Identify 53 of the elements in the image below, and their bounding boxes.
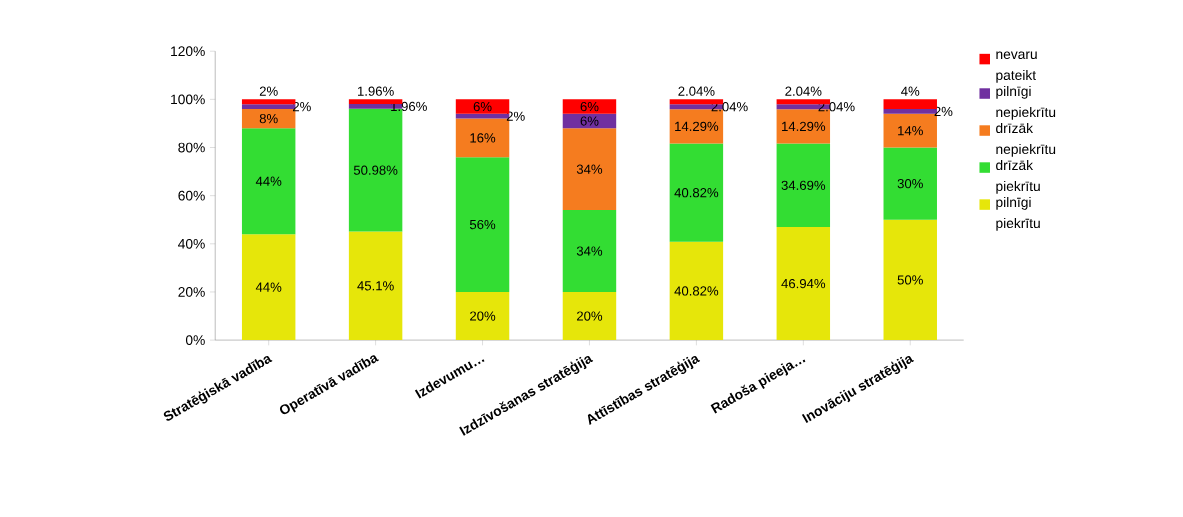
data-label: 1.96% bbox=[358, 86, 394, 96]
data-label: 45.1% bbox=[357, 280, 394, 291]
y-tick-label: 100% bbox=[171, 94, 205, 105]
bar bbox=[776, 226, 831, 340]
data-label: 34% bbox=[576, 246, 603, 256]
y-tick-label: 40% bbox=[178, 238, 205, 249]
data-label: 16% bbox=[470, 133, 496, 143]
data-label: 6% bbox=[580, 116, 599, 126]
y-tick-label: 120% bbox=[171, 46, 205, 56]
data-label: 6% bbox=[580, 101, 599, 112]
data-label: 44% bbox=[255, 176, 282, 186]
data-label: 46.94% bbox=[781, 278, 826, 289]
data-label: 34% bbox=[576, 164, 603, 174]
data-label: 6% bbox=[473, 101, 492, 112]
bar bbox=[455, 291, 510, 340]
data-label: 2% bbox=[259, 86, 278, 96]
data-label: 2.04% bbox=[785, 86, 822, 96]
data-label: 14.29% bbox=[782, 121, 826, 131]
bar bbox=[562, 291, 617, 340]
y-tick-label: 80% bbox=[178, 142, 205, 153]
data-label: 40.82% bbox=[674, 286, 719, 296]
y-tick-label: 60% bbox=[178, 190, 205, 201]
bar bbox=[883, 219, 937, 340]
bar bbox=[669, 241, 724, 340]
data-label: 14.29% bbox=[675, 121, 719, 131]
data-label: 50% bbox=[897, 275, 923, 285]
bar bbox=[562, 209, 617, 292]
data-label: 56% bbox=[469, 219, 496, 229]
data-label: 20% bbox=[576, 311, 603, 321]
data-label: 30% bbox=[897, 178, 923, 189]
legend-label: pilnīgi piekrītu bbox=[996, 196, 1040, 231]
bar bbox=[241, 99, 296, 104]
bar bbox=[883, 147, 937, 220]
data-label: 4% bbox=[901, 86, 920, 96]
data-label: 44% bbox=[255, 282, 282, 292]
y-tick-label: 0% bbox=[185, 335, 205, 345]
bar bbox=[241, 128, 296, 234]
data-label: 14% bbox=[898, 125, 923, 136]
data-label: 20% bbox=[470, 311, 496, 321]
data-label: 50.98% bbox=[353, 165, 398, 175]
bar bbox=[348, 231, 403, 340]
data-label: 34.69% bbox=[781, 180, 826, 190]
bar bbox=[562, 99, 617, 114]
bar bbox=[241, 233, 296, 340]
bar bbox=[562, 128, 617, 210]
data-label: 2.04% bbox=[678, 86, 715, 96]
data-label: 8% bbox=[259, 113, 278, 124]
data-label: 40.82% bbox=[674, 187, 719, 198]
data-label: 2% bbox=[506, 111, 525, 121]
bar bbox=[776, 143, 831, 227]
y-tick-label: 20% bbox=[178, 286, 205, 297]
bar bbox=[455, 156, 510, 292]
bar bbox=[669, 143, 724, 242]
